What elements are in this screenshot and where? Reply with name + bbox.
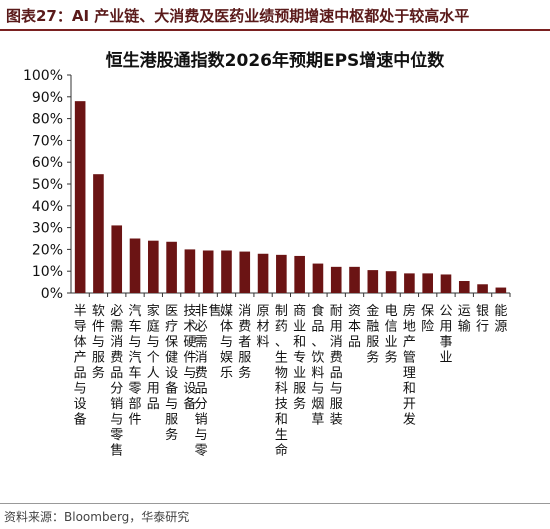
bar	[367, 270, 379, 293]
bar	[385, 271, 397, 293]
bar	[312, 263, 324, 293]
x-tick-label: 原材料	[257, 304, 270, 350]
figure-header: 图表27：AI 产业链、大消费及医药业绩预期增速中枢都处于较高水平	[0, 0, 550, 31]
bar	[477, 284, 488, 293]
y-tick-label: 70%	[32, 133, 63, 149]
x-tick-label: 公用事业	[439, 304, 452, 366]
x-tick-label: 银行	[476, 304, 489, 335]
bar	[93, 174, 104, 293]
x-tick-label: 半导体产品与设备	[74, 304, 87, 428]
x-tick-label: 家庭与个人用品	[147, 303, 160, 412]
x-tick-label: 金融服务	[366, 303, 379, 366]
bar	[74, 101, 86, 293]
x-tick-label: 保险	[421, 304, 434, 335]
x-tick-label: 消费者服务	[238, 304, 251, 381]
x-tick-label: 非必需消费品分销与零售	[195, 303, 222, 459]
footer-divider	[0, 503, 550, 504]
bar	[239, 251, 251, 293]
y-tick-label: 50%	[32, 177, 63, 193]
bar	[330, 266, 342, 293]
header-divider	[0, 29, 550, 31]
x-tick-label: 必需消费品分销与零售	[110, 304, 123, 459]
y-tick-label: 30%	[32, 221, 63, 237]
x-tick-label: 耐用消费品与服装	[330, 304, 343, 428]
y-tick-label: 0%	[41, 286, 63, 302]
chart-title: 恒生港股通指数2026年预期EPS增速中位数	[105, 51, 445, 71]
bar	[202, 250, 214, 293]
bar-chart: 0% 10% 20% 30% 40% 50% 60% 70% 80% 90% 100% 半导体产品与设…	[23, 68, 511, 459]
bar	[404, 273, 415, 293]
y-tick-label: 40%	[32, 199, 63, 215]
bar	[111, 225, 123, 293]
bar	[129, 238, 141, 293]
x-tick-label: 资本品	[348, 304, 361, 350]
x-tick-label: 汽车与汽车零部件	[129, 304, 142, 428]
bar	[440, 274, 452, 293]
y-tick-label: 60%	[32, 155, 63, 171]
y-tick-label: 20%	[32, 242, 63, 258]
y-tick-label: 10%	[32, 264, 63, 280]
y-tick-label: 90%	[32, 90, 63, 106]
bar	[495, 287, 507, 293]
x-tick-label: 运输	[458, 304, 471, 335]
x-tick-label: 软件与服务	[92, 304, 105, 381]
bar	[257, 253, 269, 293]
source-note: 资料来源：Bloomberg，华泰研究	[4, 510, 190, 524]
bar	[294, 255, 305, 293]
bar	[422, 273, 433, 293]
x-tick-label: 房地产管理和开发	[403, 303, 416, 428]
bar	[349, 266, 360, 293]
bar	[184, 249, 196, 293]
x-tick-label: 能源	[494, 304, 507, 335]
bar	[148, 240, 159, 293]
x-tick-label: 媒体与娱乐	[220, 304, 233, 381]
x-tick-label: 制药、生物科技和生命	[275, 304, 288, 459]
x-tick-label: 电信业务	[385, 304, 398, 366]
bar	[458, 281, 470, 293]
bar	[276, 254, 287, 293]
x-tick-label: 技术硬件与设备	[183, 304, 196, 412]
bar	[221, 250, 232, 293]
x-tick-label: 商业和专业服务	[293, 304, 306, 412]
x-tick-label: 医疗保健设备与服务	[165, 304, 178, 443]
y-tick-label: 100%	[23, 68, 63, 84]
figure-caption: 图表27：AI 产业链、大消费及医药业绩预期增速中枢都处于较高水平	[6, 7, 470, 25]
bar	[166, 241, 177, 293]
y-tick-label: 80%	[32, 112, 63, 128]
x-tick-label: 食品、饮料与烟草	[311, 303, 324, 428]
